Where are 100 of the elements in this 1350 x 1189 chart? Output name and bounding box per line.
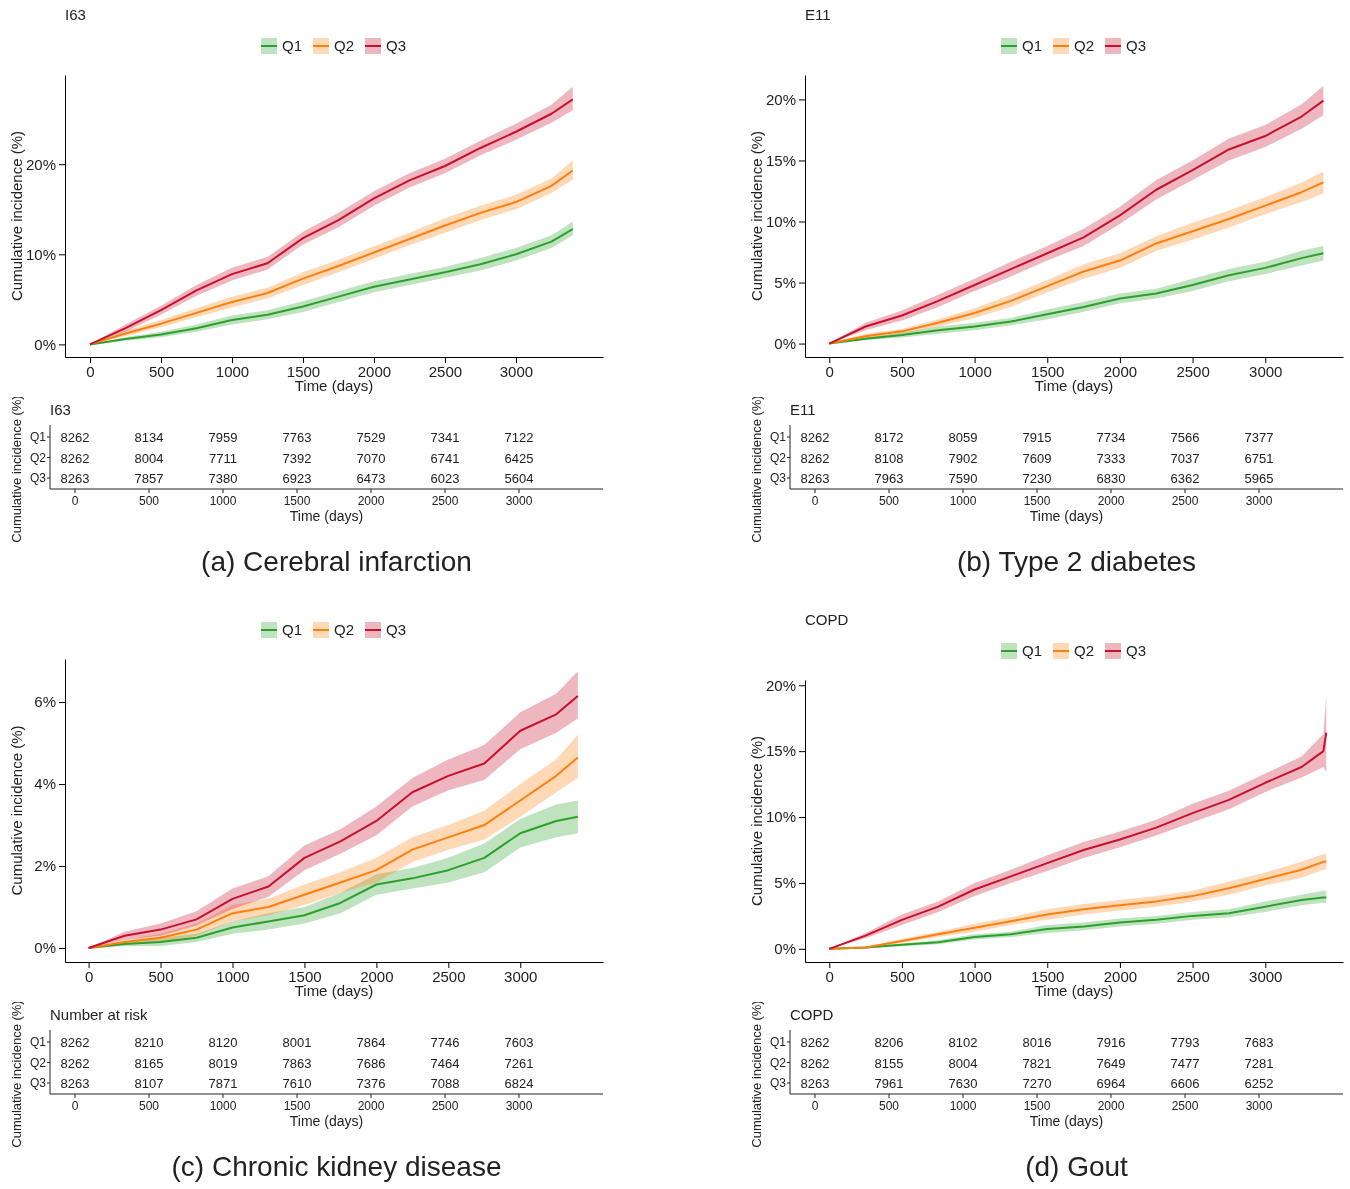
data-label: 7377: [1244, 430, 1274, 445]
y-axis-title: Cumulative incidence (%): [9, 395, 24, 543]
x-axis-title: Time (days): [289, 508, 364, 524]
x-axis-title: Time (days): [1029, 508, 1104, 524]
data-label: 8016: [1022, 1035, 1052, 1050]
data-label: 7070: [356, 450, 386, 466]
data-label: 7821: [1022, 1055, 1052, 1071]
chart-title: COPD: [805, 611, 849, 628]
data-label: 6964: [1096, 1076, 1126, 1091]
y-axis-title: Cumulative incidence (%): [748, 735, 765, 907]
data-label: 7915: [1022, 430, 1052, 445]
x-tick-label: 1000: [949, 1099, 977, 1113]
data-label: 7863: [282, 1055, 312, 1071]
data-label: 8263: [60, 471, 90, 486]
x-tick-label: 0: [825, 967, 834, 985]
data-label: 6824: [504, 1076, 534, 1091]
data-label: 8102: [948, 1035, 978, 1050]
y-tick-label: 0%: [774, 940, 796, 958]
x-tick-label: 2500: [432, 967, 466, 985]
data-label: 6023: [430, 471, 460, 486]
data-label: 7734: [1096, 430, 1126, 445]
x-tick-label: 1500: [1023, 494, 1051, 508]
x-tick-label: 2500: [1171, 1099, 1199, 1113]
x-tick-label: 1000: [209, 494, 237, 508]
data-label: 6362: [1170, 471, 1200, 486]
x-tick-label: 3000: [504, 967, 538, 985]
data-label: 7477: [1170, 1055, 1200, 1071]
x-tick-label: 500: [138, 1099, 160, 1113]
y-tick-label: 6%: [34, 693, 56, 711]
y-tick-label: 10%: [765, 212, 796, 230]
text: (c) Chronic kidney disease: [171, 1151, 502, 1182]
x-tick-label: 0: [825, 362, 834, 380]
x-tick-label: 1000: [216, 967, 250, 985]
data-label: 6252: [1244, 1076, 1274, 1091]
y-tick-label: 5%: [774, 273, 796, 291]
y-tick-label: Q3: [769, 1076, 787, 1090]
data-label: 7380: [208, 471, 238, 486]
data-label: 7746: [430, 1035, 460, 1050]
data-label: 8262: [60, 450, 90, 466]
x-tick-label: 1500: [1031, 362, 1065, 380]
x-tick-label: 1500: [286, 362, 321, 380]
x-tick-label: 3000: [505, 494, 533, 508]
data-label: 7916: [1096, 1035, 1126, 1050]
x-tick-label: 500: [148, 967, 174, 985]
line-series: [828, 731, 1328, 950]
data-label: 7603: [504, 1035, 534, 1050]
y-tick-label: 20%: [765, 676, 796, 694]
data-label: 7686: [356, 1055, 386, 1071]
data-label: 7871: [208, 1076, 238, 1091]
x-tick-label: 1500: [1023, 1099, 1051, 1113]
x-tick-label: 3000: [1245, 1099, 1273, 1113]
x-axis-title: Time (days): [1034, 377, 1114, 394]
x-tick-label: 0: [71, 494, 79, 508]
data-label: 8004: [134, 450, 164, 466]
y-tick-label: 4%: [34, 775, 56, 793]
x-axis-title: Time (days): [294, 377, 374, 394]
data-label: 6830: [1096, 471, 1126, 486]
y-tick-label: 5%: [774, 874, 796, 892]
legend-label: Q2: [1074, 642, 1095, 659]
data-label: 7037: [1170, 450, 1200, 466]
y-axis-title: Cumulative incidence (%): [9, 1000, 24, 1148]
y-tick-label: Q3: [769, 471, 787, 485]
y-tick-label: 20%: [765, 90, 796, 108]
data-label: 7376: [356, 1076, 386, 1091]
x-tick-label: 500: [889, 967, 915, 985]
data-label: 7261: [504, 1055, 534, 1071]
y-tick-label: 10%: [25, 245, 56, 263]
data-label: 7566: [1170, 430, 1200, 445]
y-tick-label: 15%: [765, 151, 796, 169]
x-tick-label: 1500: [283, 1099, 311, 1113]
chart-title: COPD: [790, 1006, 834, 1023]
y-tick-label: 2%: [34, 857, 56, 875]
data-label: 7270: [1022, 1076, 1052, 1091]
y-tick-label: Q3: [29, 471, 47, 485]
x-tick-label: 1000: [209, 1099, 237, 1113]
data-label: 7857: [134, 471, 164, 486]
data-label: 8108: [874, 450, 904, 466]
data-label: 6606: [1170, 1076, 1200, 1091]
chart-title: E11: [790, 401, 816, 418]
data-label: 7711: [209, 450, 237, 466]
x-tick-label: 2500: [431, 1099, 459, 1113]
data-label: 7683: [1244, 1035, 1274, 1050]
y-tick-label: Q2: [29, 450, 47, 465]
x-tick-label: 500: [148, 362, 174, 380]
x-tick-label: 3000: [1245, 494, 1273, 508]
y-axis-title: Cumulative incidence (%): [8, 130, 25, 302]
data-label: 8059: [948, 430, 978, 445]
data-label: 7763: [282, 430, 312, 445]
x-tick-label: 500: [138, 494, 160, 508]
x-tick-label: 2500: [1171, 494, 1199, 508]
x-tick-label: 1000: [215, 362, 250, 380]
x-tick-label: 3000: [499, 362, 534, 380]
data-label: 8262: [60, 1035, 90, 1050]
data-label: 7088: [430, 1076, 460, 1091]
data-label: 7902: [948, 450, 978, 466]
x-tick-label: 500: [889, 362, 915, 380]
x-tick-label: 2000: [1103, 362, 1138, 380]
data-label: 5604: [504, 471, 534, 486]
chart-title: I63: [50, 401, 71, 418]
data-label: 7392: [282, 450, 312, 466]
